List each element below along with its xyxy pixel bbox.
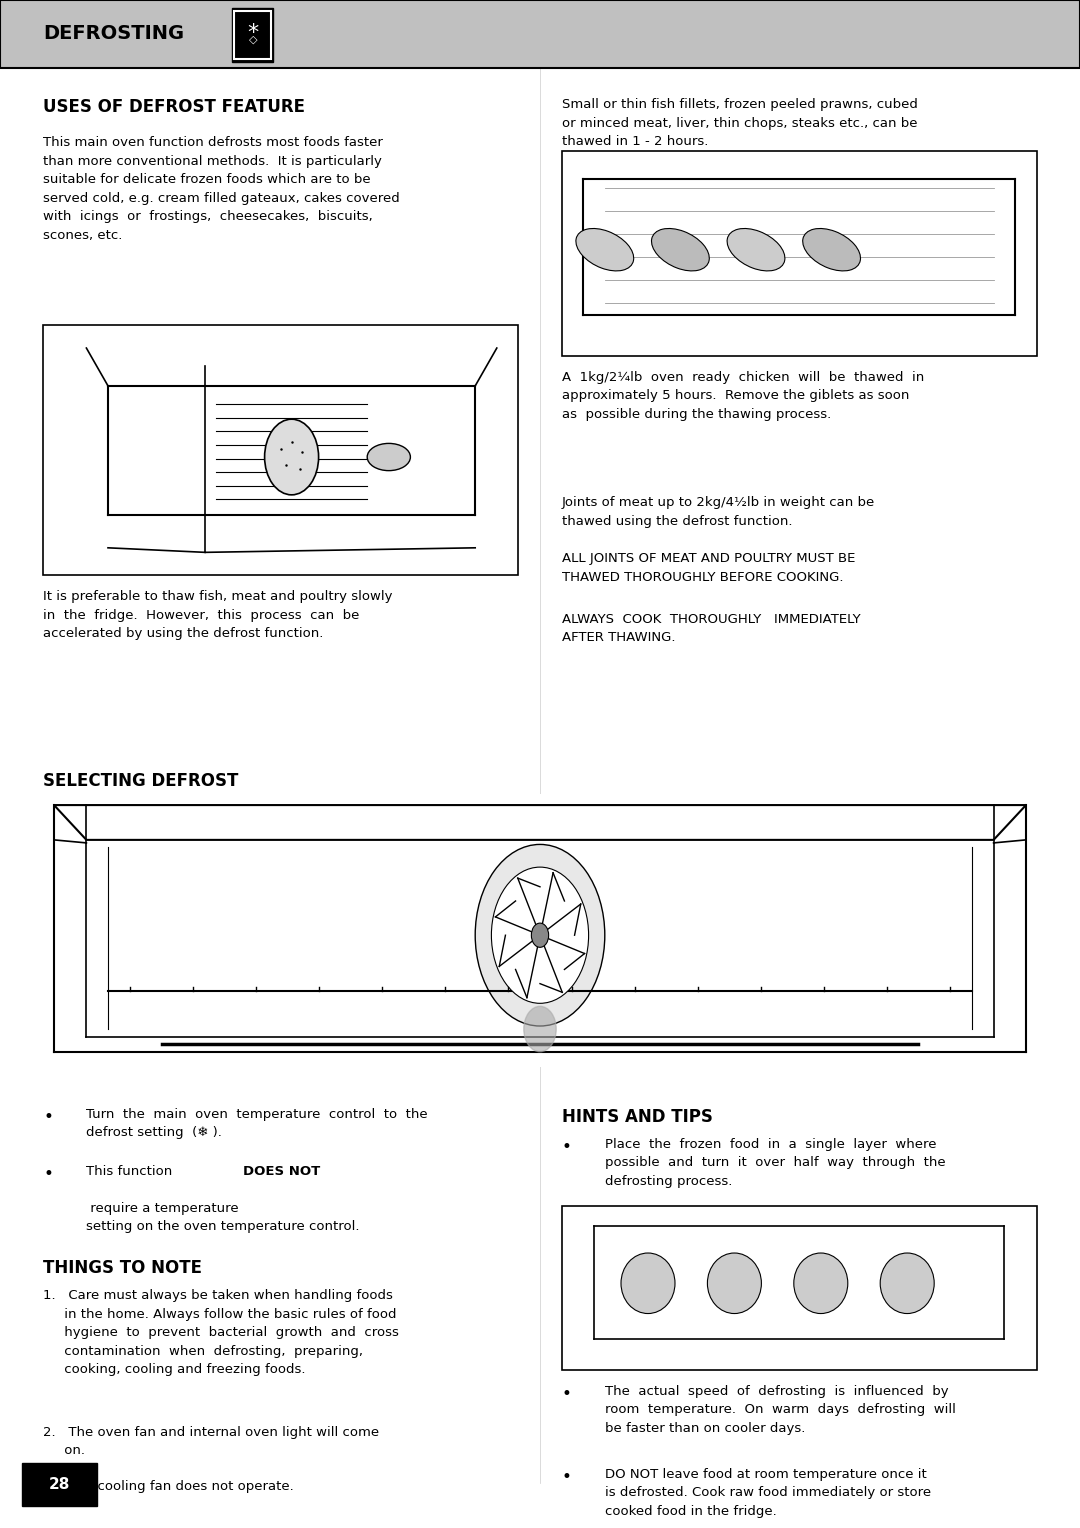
Text: DO NOT leave food at room temperature once it
is defrosted. Cook raw food immedi: DO NOT leave food at room temperature on… [605,1468,931,1517]
Text: DEFROSTING: DEFROSTING [43,24,185,43]
Text: It is preferable to thaw fish, meat and poultry slowly
in  the  fridge.  However: It is preferable to thaw fish, meat and … [43,590,393,640]
Ellipse shape [621,1253,675,1314]
Bar [0,0,1080,69]
Text: •: • [562,1384,571,1403]
Ellipse shape [707,1253,761,1314]
Text: This function: This function [86,1166,177,1178]
Text: 3.   The cooling fan does not operate.: 3. The cooling fan does not operate. [43,1481,294,1493]
Text: A  1kg/2¼lb  oven  ready  chicken  will  be  thawed  in
approximately 5 hours.  : A 1kg/2¼lb oven ready chicken will be th… [562,371,923,420]
Text: 28: 28 [49,1478,70,1491]
Bar [32,795,1048,1067]
Text: Turn  the  main  oven  temperature  control  to  the
defrost setting  (❄ ).: Turn the main oven temperature control t… [86,1108,428,1140]
Ellipse shape [651,229,710,270]
Text: SELECTING DEFROST: SELECTING DEFROST [43,772,239,790]
Bar [234,11,271,60]
Bar [43,325,518,575]
Bar [562,151,1037,356]
Bar [232,8,273,63]
Text: require a temperature
setting on the oven temperature control.: require a temperature setting on the ove… [86,1201,360,1233]
Text: HINTS AND TIPS: HINTS AND TIPS [562,1108,713,1126]
Ellipse shape [367,443,410,471]
Text: *: * [247,23,258,43]
Polygon shape [54,805,1026,840]
Circle shape [531,923,549,947]
Text: •: • [562,1138,571,1157]
Circle shape [491,866,589,1004]
Text: ◇: ◇ [248,34,257,44]
Text: 2.   The oven fan and internal oven light will come
     on.: 2. The oven fan and internal oven light … [43,1426,379,1458]
Text: •: • [562,1468,571,1485]
Ellipse shape [802,229,861,270]
Circle shape [524,1007,556,1051]
Text: ALL JOINTS OF MEAT AND POULTRY MUST BE
THAWED THOROUGHLY BEFORE COOKING.: ALL JOINTS OF MEAT AND POULTRY MUST BE T… [562,552,855,584]
Bar [22,1464,97,1505]
Text: Small or thin fish fillets, frozen peeled prawns, cubed
or minced meat, liver, t: Small or thin fish fillets, frozen peele… [562,98,918,148]
Bar [562,1206,1037,1369]
Circle shape [475,845,605,1025]
Circle shape [265,419,319,495]
Ellipse shape [576,229,634,270]
Text: ALWAYS  COOK  THOROUGHLY   IMMEDIATELY
AFTER THAWING.: ALWAYS COOK THOROUGHLY IMMEDIATELY AFTER… [562,613,861,645]
Text: USES OF DEFROST FEATURE: USES OF DEFROST FEATURE [43,98,306,116]
Text: DOES NOT: DOES NOT [243,1166,321,1178]
Ellipse shape [727,229,785,270]
Text: •: • [43,1108,53,1126]
Text: The  actual  speed  of  defrosting  is  influenced  by
room  temperature.  On  w: The actual speed of defrosting is influe… [605,1384,956,1435]
Text: This main oven function defrosts most foods faster
than more conventional method: This main oven function defrosts most fo… [43,136,400,241]
Text: 1.   Care must always be taken when handling foods
     in the home. Always foll: 1. Care must always be taken when handli… [43,1290,400,1377]
Text: THINGS TO NOTE: THINGS TO NOTE [43,1259,202,1277]
Ellipse shape [880,1253,934,1314]
Text: •: • [43,1166,53,1183]
Ellipse shape [794,1253,848,1314]
Text: Place  the  frozen  food  in  a  single  layer  where
possible  and  turn  it  o: Place the frozen food in a single layer … [605,1138,945,1187]
Text: Joints of meat up to 2kg/4½lb in weight can be
thawed using the defrost function: Joints of meat up to 2kg/4½lb in weight … [562,497,875,527]
